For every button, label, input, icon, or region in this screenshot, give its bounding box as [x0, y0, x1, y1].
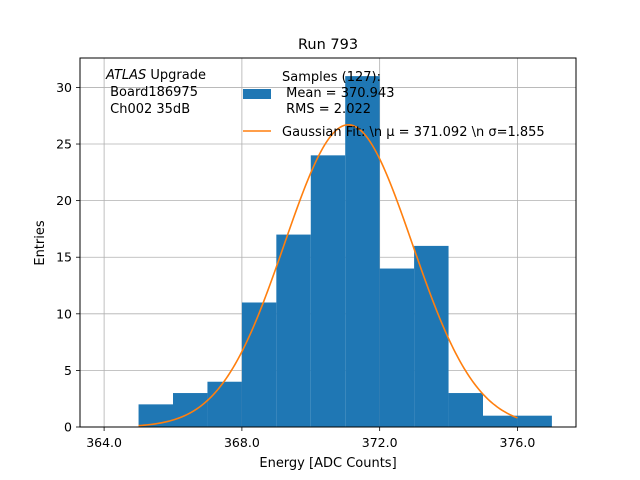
histogram-bar: [345, 76, 380, 428]
y-tick-label: 15: [56, 250, 72, 265]
x-axis-ticks: 364.0 368.0 372.0 376.0: [86, 427, 535, 450]
y-tick-label: 0: [64, 420, 72, 435]
x-tick-label: 372.0: [362, 435, 398, 450]
y-tick-label: 5: [64, 363, 72, 378]
y-tick-label: 10: [56, 306, 72, 321]
histogram-bar: [207, 381, 242, 427]
annotation-channel: Ch002 35dB: [106, 102, 190, 117]
legend-samples-line2: Mean = 370.943: [282, 86, 394, 101]
legend-samples-line1: Samples (127):: [282, 70, 381, 85]
plot-frame: [79, 57, 577, 428]
gaussian-fit-line: [138, 123, 518, 427]
x-tick-label: 368.0: [224, 435, 260, 450]
x-tick-label: 376.0: [500, 435, 536, 450]
histogram-bar: [173, 393, 208, 427]
histogram-bars: [138, 76, 552, 428]
legend-fit-label: Gaussian Fit: \n μ = 371.092 \n σ=1.855: [282, 125, 545, 140]
y-axis-ticks: 0 5 10 15 20 25 30: [56, 80, 80, 435]
annotation-rest: Upgrade: [146, 68, 206, 83]
histogram-bar: [276, 234, 311, 427]
histogram-bar: [310, 155, 346, 427]
x-tick-label: 364.0: [86, 435, 122, 450]
y-tick-label: 25: [56, 137, 72, 152]
annotation-title: ATLAS Upgrade: [105, 68, 206, 83]
histogram-bar: [379, 268, 415, 427]
histogram-bar: [414, 245, 449, 427]
annotation-board: Board186975: [106, 85, 198, 100]
histogram-bar: [138, 404, 173, 427]
y-tick-label: 20: [56, 193, 72, 208]
chart-title: Run 793: [298, 37, 358, 53]
histogram-bar: [448, 393, 483, 427]
legend: Samples (127): Mean = 370.943 RMS = 2.02…: [243, 70, 545, 140]
annotation-italic: ATLAS: [105, 68, 146, 83]
histogram-bar: [483, 415, 518, 427]
annotation-block: ATLAS Upgrade Board186975 Ch002 35dB: [105, 68, 206, 117]
legend-samples-swatch: [243, 89, 271, 99]
legend-samples-line3: RMS = 2.022: [282, 102, 371, 117]
histogram-bar: [241, 302, 277, 427]
histogram-bar: [517, 415, 552, 427]
y-axis-label: Entries: [33, 220, 48, 266]
x-axis-label: Energy [ADC Counts]: [259, 456, 396, 471]
y-tick-label: 30: [56, 80, 72, 95]
